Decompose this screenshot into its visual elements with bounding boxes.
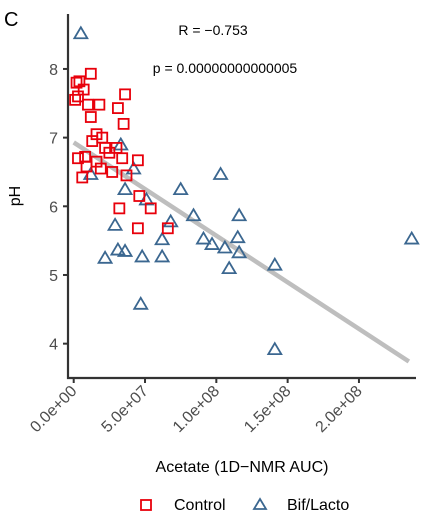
data-point-bif-lacto bbox=[229, 229, 246, 244]
data-point-control bbox=[69, 93, 82, 106]
y-tick-label: 6 bbox=[49, 199, 58, 216]
data-point-control bbox=[112, 102, 124, 114]
data-point-control bbox=[103, 146, 116, 159]
x-tick-label: 5.0e+07 bbox=[99, 383, 152, 436]
data-point-control bbox=[94, 162, 107, 175]
data-point-bif-lacto bbox=[154, 231, 171, 246]
data-point-control bbox=[131, 154, 144, 167]
points-layer bbox=[69, 25, 420, 356]
data-point-control bbox=[84, 111, 97, 123]
y-tick-label: 5 bbox=[49, 268, 58, 285]
x-tick-label: 0.0e+00 bbox=[27, 383, 80, 436]
data-point-bif-lacto bbox=[116, 243, 134, 257]
data-point-control bbox=[84, 67, 97, 80]
x-axis-title: Acetate (1D−NMR AUC) bbox=[156, 459, 329, 476]
data-point-bif-lacto bbox=[221, 260, 238, 275]
regression-line bbox=[72, 140, 411, 364]
data-point-bif-lacto bbox=[231, 244, 248, 259]
data-point-bif-lacto bbox=[172, 181, 189, 196]
data-point-control bbox=[76, 171, 89, 184]
legend-label-bif-lacto: Bif/Lacto bbox=[287, 497, 349, 514]
data-point-bif-lacto bbox=[212, 166, 229, 180]
data-point-control bbox=[72, 152, 84, 165]
data-point-bif-lacto bbox=[97, 250, 114, 264]
data-point-control bbox=[70, 76, 83, 89]
data-point-control bbox=[120, 169, 133, 182]
data-point-control bbox=[117, 117, 130, 130]
data-point-bif-lacto bbox=[216, 239, 233, 254]
data-point-bif-lacto bbox=[116, 181, 134, 196]
y-tick-label: 7 bbox=[49, 131, 58, 148]
x-tick-label: 2.0e+08 bbox=[313, 383, 366, 436]
legend-label-control: Control bbox=[174, 497, 226, 514]
legend: Control Bif/Lacto bbox=[140, 497, 349, 514]
data-point-bif-lacto bbox=[132, 296, 149, 310]
data-point-bif-lacto bbox=[134, 248, 151, 263]
y-tick-label: 4 bbox=[49, 337, 58, 354]
data-point-bif-lacto bbox=[154, 248, 171, 263]
data-point-bif-lacto bbox=[203, 236, 221, 250]
data-point-control bbox=[80, 160, 93, 173]
data-point-bif-lacto bbox=[266, 256, 283, 271]
data-point-bif-lacto bbox=[106, 217, 124, 231]
data-point-bif-lacto bbox=[195, 230, 212, 245]
x-tick-label: 1.0e+08 bbox=[170, 383, 223, 436]
data-point-control bbox=[86, 135, 99, 147]
data-point-bif-lacto bbox=[162, 213, 179, 228]
fit-layer bbox=[72, 140, 411, 364]
x-axis-ticks: 0.0e+00 5.0e+07 1.0e+08 1.5e+08 2.0e+08 bbox=[27, 378, 366, 436]
data-point-control bbox=[116, 152, 129, 165]
data-point-control bbox=[144, 202, 157, 215]
data-point-bif-lacto bbox=[185, 207, 202, 222]
data-point-control bbox=[77, 83, 90, 96]
data-point-control bbox=[93, 98, 106, 111]
data-point-control bbox=[119, 88, 131, 101]
data-point-bif-lacto bbox=[109, 241, 126, 256]
annotation-p: p = 0.00000000000005 bbox=[153, 60, 298, 76]
data-point-bif-lacto bbox=[72, 25, 89, 40]
data-point-control bbox=[133, 190, 146, 202]
data-point-control bbox=[106, 166, 119, 178]
data-point-control bbox=[113, 202, 126, 215]
data-point-control bbox=[161, 222, 174, 235]
y-axis-title: pH bbox=[7, 186, 24, 206]
legend-control-square-icon bbox=[140, 499, 152, 511]
legend-bif-lacto-triangle-icon bbox=[252, 497, 268, 510]
data-point-bif-lacto bbox=[125, 160, 142, 175]
data-point-bif-lacto bbox=[231, 207, 248, 222]
data-point-bif-lacto bbox=[266, 341, 283, 356]
y-axis-ticks: 4 5 6 7 8 bbox=[49, 62, 68, 354]
y-tick-label: 8 bbox=[49, 62, 58, 79]
data-point-control bbox=[131, 222, 144, 235]
x-tick-label: 1.5e+08 bbox=[241, 383, 294, 436]
annotation-r: R = −0.753 bbox=[178, 22, 247, 38]
panel-tag: C bbox=[4, 9, 18, 31]
data-point-control bbox=[82, 98, 94, 111]
data-point-bif-lacto bbox=[403, 230, 420, 245]
